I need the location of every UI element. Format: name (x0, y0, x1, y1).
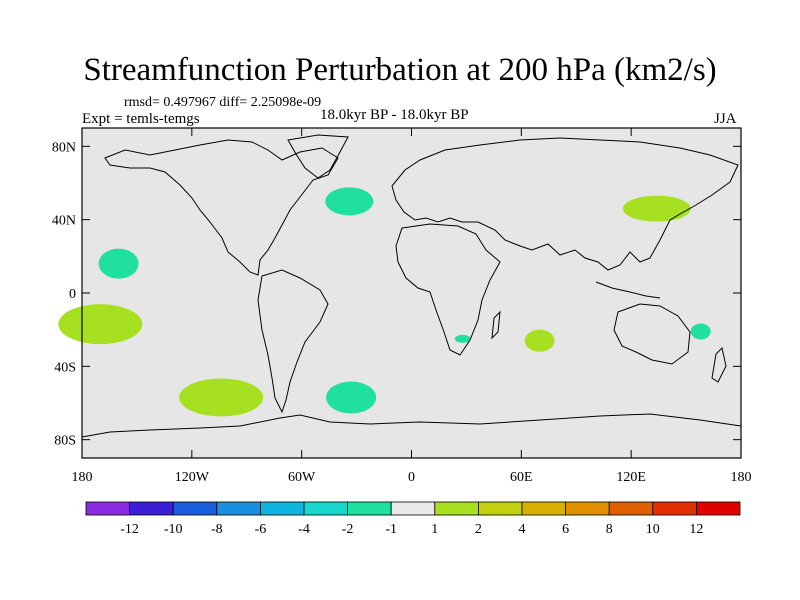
colorbar-label: -2 (342, 522, 354, 537)
season-label: JJA (714, 111, 737, 127)
colorbar-swatch (696, 501, 741, 516)
north-america-coast (104, 139, 339, 276)
south-america-coast (257, 269, 329, 414)
blob-north-pacific (98, 248, 139, 279)
colorbar-swatch (434, 501, 479, 516)
colorbar-swatch (259, 501, 305, 516)
colorbar-label: -6 (255, 522, 267, 537)
map-panel (82, 128, 741, 458)
australia-coast (613, 303, 691, 365)
lat-tick-label: 0 (69, 287, 76, 302)
lon-tick-label: 0 (408, 470, 415, 485)
colorbar-swatch (565, 501, 610, 516)
antarctica-coast (81, 413, 742, 438)
period-label: 18.0kyr BP - 18.0kyr BP (320, 107, 469, 123)
colorbar: -12 -10 -8 -6 -4 -2 -1 1 2 4 6 8 10 12 (85, 501, 741, 537)
lat-tick-label: 40N (52, 214, 76, 229)
colorbar-label: 12 (689, 522, 703, 537)
blob-east-asia (622, 195, 691, 222)
lon-tick-label: 120W (175, 470, 210, 485)
colorbar-swatch (477, 501, 523, 516)
colorbar-label: -1 (385, 522, 397, 537)
colorbar-label: -12 (120, 522, 139, 537)
blob-indian-ocean (524, 329, 555, 352)
lon-tick-label: 120E (616, 470, 646, 485)
colorbar-label: 1 (431, 522, 438, 537)
africa-coast (395, 223, 501, 356)
colorbar-label: -8 (211, 522, 223, 537)
colorbar-label: -4 (298, 522, 310, 537)
colorbar-swatch (347, 501, 392, 516)
plot-title: Streamfunction Perturbation at 200 hPa (… (83, 52, 717, 88)
blob-north-atlantic (325, 187, 374, 216)
colorbar-label: 10 (646, 522, 660, 537)
madagascar-coast (491, 310, 501, 340)
colorbar-label: 4 (519, 522, 526, 537)
colorbar-swatch (303, 501, 348, 516)
colorbar-swatch (521, 501, 566, 516)
colorbar-label: 2 (475, 522, 482, 537)
lat-tick-label: 80S (54, 434, 76, 449)
blob-south-pacific-far (179, 378, 264, 417)
colorbar-label: -10 (164, 522, 183, 537)
colorbar-swatch (85, 501, 130, 516)
lon-tick-label: 180 (72, 470, 93, 485)
blob-south-atlantic (326, 381, 377, 414)
lon-tick-label: 60W (288, 470, 316, 485)
greenland-coast (287, 134, 349, 179)
colorbar-label: 8 (606, 522, 613, 537)
colorbar-swatch (129, 501, 174, 516)
lon-tick-label: 180 (731, 470, 752, 485)
coastlines (81, 134, 742, 438)
eurasia-coast (391, 137, 739, 271)
colorbar-swatch (216, 501, 261, 516)
experiment-label: Expt = temls-temgs (82, 111, 200, 127)
colorbar-swatch (172, 501, 218, 516)
colorbar-label: 6 (562, 522, 569, 537)
colorbar-swatch (652, 501, 697, 516)
statistics-label: rmsd= 0.497967 diff= 2.25098e-09 (124, 95, 322, 110)
blob-south-africa (454, 334, 471, 343)
blob-south-pacific-west (58, 304, 143, 345)
colorbar-swatch (608, 501, 654, 516)
lat-tick-label: 40S (54, 360, 76, 375)
lat-tick-label: 80N (52, 140, 76, 155)
blob-east-australia (690, 323, 711, 340)
lon-tick-label: 60E (510, 470, 533, 485)
colorbar-swatch (390, 501, 436, 516)
new-zealand-coast (711, 347, 727, 383)
indonesia-coast (595, 281, 661, 299)
